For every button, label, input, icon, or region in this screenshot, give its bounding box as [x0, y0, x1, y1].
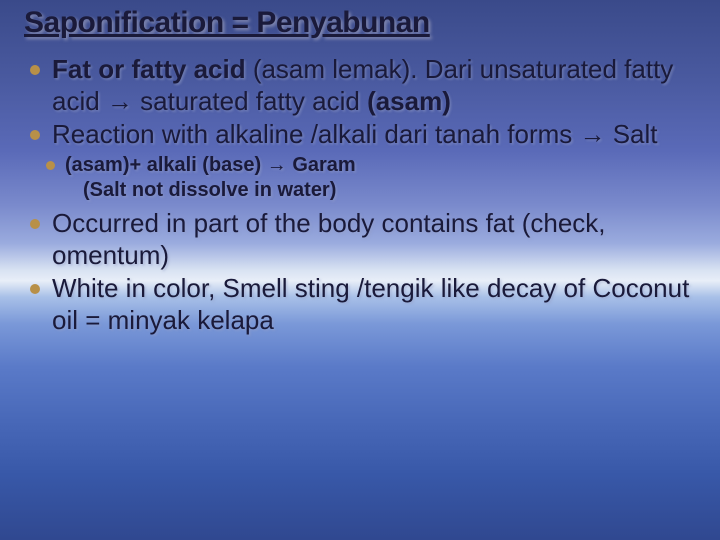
text-run: Fat or fatty acid [52, 54, 246, 84]
text-run: (asam)+ alkali (base) [65, 154, 267, 176]
slide-title: Saponification = Penyabunan [24, 6, 700, 40]
arrow-icon: → [267, 154, 287, 176]
bullet-icon [46, 161, 55, 170]
bullet-row: Reaction with alkaline /alkali dari tana… [24, 119, 700, 151]
bullet-subtext: (Salt not dissolve in water) [65, 178, 700, 202]
text-run: Occurred in part of the body contains fa… [52, 208, 606, 270]
text-run: Salt [605, 119, 657, 149]
bullet-icon [30, 284, 40, 294]
bullet-row: Fat or fatty acid (asam lemak). Dari uns… [24, 54, 700, 117]
bullet-text: White in color, Smell sting /tengik like… [52, 273, 700, 336]
arrow-icon: → [579, 119, 605, 149]
text-run: Reaction with alkaline /alkali dari tana… [52, 119, 579, 149]
text-run: (asam) [367, 86, 451, 116]
bullet-row: (asam)+ alkali (base) → Garam(Salt not d… [24, 153, 700, 202]
bullet-text: Reaction with alkaline /alkali dari tana… [52, 119, 700, 151]
arrow-icon: → [107, 86, 133, 116]
bullet-icon [30, 65, 40, 75]
bullet-text: (asam)+ alkali (base) → Garam(Salt not d… [65, 153, 700, 202]
bullet-row: White in color, Smell sting /tengik like… [24, 273, 700, 336]
bullet-icon [30, 130, 40, 140]
slide-body: Fat or fatty acid (asam lemak). Dari uns… [24, 54, 700, 337]
text-run: Garam [287, 154, 356, 176]
text-run: saturated fatty acid [133, 86, 367, 116]
bullet-icon [30, 219, 40, 229]
slide: Saponification = Penyabunan Fat or fatty… [0, 0, 720, 540]
bullet-text: Fat or fatty acid (asam lemak). Dari uns… [52, 54, 700, 117]
text-run: White in color, Smell sting /tengik like… [52, 273, 689, 335]
bullet-text: Occurred in part of the body contains fa… [52, 208, 700, 271]
bullet-row: Occurred in part of the body contains fa… [24, 208, 700, 271]
